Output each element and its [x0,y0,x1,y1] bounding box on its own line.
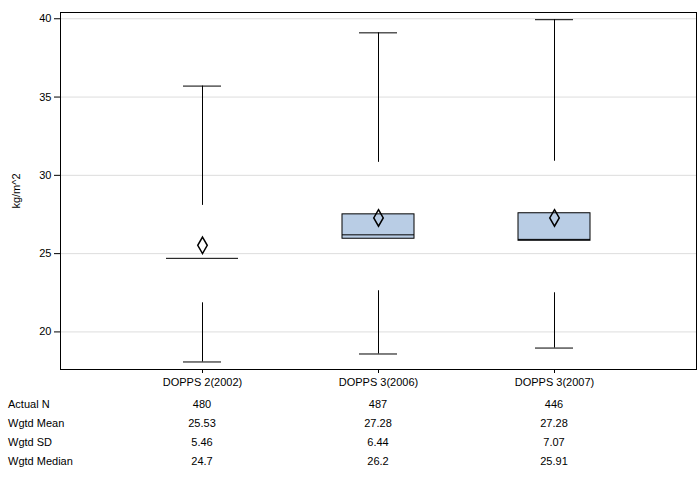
html-text:Wgtd Mean: Wgtd Mean [8,417,65,429]
svg-text:DOPPS 3(2007): DOPPS 3(2007) [515,376,594,388]
html-text:7.07: 7.07 [543,436,565,448]
html-text:25.91: 25.91 [540,455,568,467]
html-text:5.46: 5.46 [191,436,213,448]
svg-text:DOPPS 2(2002): DOPPS 2(2002) [163,376,242,388]
html-text:25.53: 25.53 [188,417,216,429]
html-text:Actual N: Actual N [8,398,50,410]
html-text:27.28: 27.28 [364,417,392,429]
html-text:27.28: 27.28 [540,417,568,429]
html-text:Wgtd Median: Wgtd Median [8,455,73,467]
svg-text:DOPPS 3(2006): DOPPS 3(2006) [339,376,418,388]
svg-text:30: 30 [39,169,51,181]
html-text:24.7: 24.7 [191,455,213,467]
html-text:Wgtd SD: Wgtd SD [8,436,52,448]
html-text:6.44: 6.44 [367,436,389,448]
html-text:487: 487 [368,398,388,410]
svg-text:40: 40 [39,12,51,24]
svg-text:35: 35 [39,91,51,103]
svg-text:20: 20 [39,325,51,337]
svg-text:25: 25 [39,247,51,259]
html-text:446: 446 [544,398,564,410]
html-text:480: 480 [192,398,212,410]
svg-text:kg/m^2: kg/m^2 [10,173,22,208]
html-text:26.2: 26.2 [367,455,389,467]
